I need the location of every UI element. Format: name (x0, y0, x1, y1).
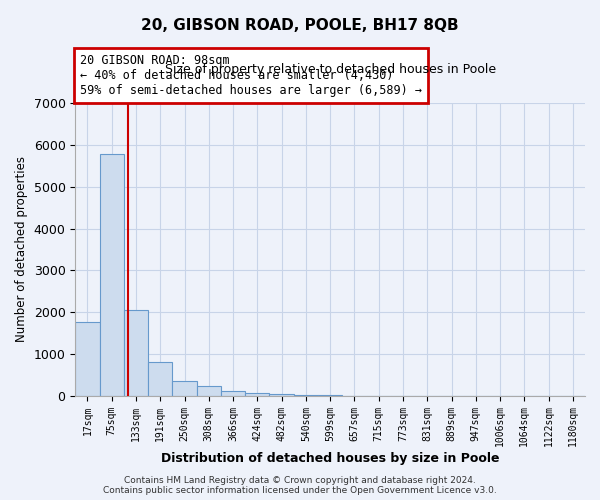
Bar (172, 380, 197, 396)
Title: Size of property relative to detached houses in Poole: Size of property relative to detached ho… (164, 62, 496, 76)
Bar (269, 394, 294, 396)
Text: 20 GIBSON ROAD: 98sqm
← 40% of detached houses are smaller (4,430)
59% of semi-d: 20 GIBSON ROAD: 98sqm ← 40% of detached … (80, 54, 422, 98)
Bar (75, 322, 100, 396)
Bar (124, 310, 148, 396)
X-axis label: Distribution of detached houses by size in Poole: Distribution of detached houses by size … (161, 452, 499, 465)
Bar (100, 154, 124, 396)
Text: 20, GIBSON ROAD, POOLE, BH17 8QB: 20, GIBSON ROAD, POOLE, BH17 8QB (141, 18, 459, 32)
Bar (245, 394, 269, 396)
Bar (148, 362, 172, 396)
Bar (197, 386, 221, 396)
Bar (221, 391, 245, 396)
Y-axis label: Number of detached properties: Number of detached properties (15, 156, 28, 342)
Text: Contains HM Land Registry data © Crown copyright and database right 2024.
Contai: Contains HM Land Registry data © Crown c… (103, 476, 497, 495)
